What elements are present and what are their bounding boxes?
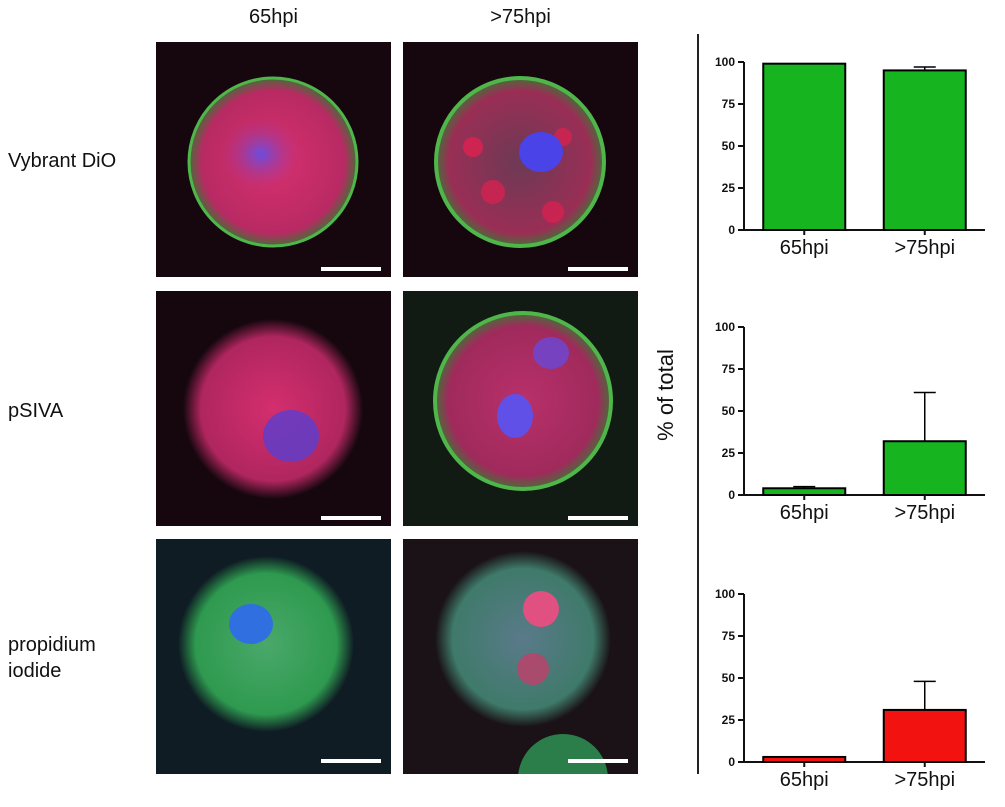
chart-svg: 0 25 50 75 100 65hpi >75hpi xyxy=(715,587,985,791)
cell-image xyxy=(433,311,613,491)
x-category-label: >75hpi xyxy=(894,237,955,259)
micrograph-dio-75hpi xyxy=(403,42,638,277)
column-header-65hpi: 65hpi xyxy=(249,6,298,28)
x-category-label: 65hpi xyxy=(780,237,829,259)
scale-bar xyxy=(321,267,381,271)
y-tick-label: 50 xyxy=(722,139,736,153)
row-label-propidium-iodide: propidium iodide xyxy=(8,632,96,684)
scale-bar xyxy=(321,516,381,520)
x-category-label: >75hpi xyxy=(894,769,955,791)
row-label-psiva: pSIVA xyxy=(8,398,63,424)
y-axis-label: % of total xyxy=(653,349,678,441)
bar xyxy=(762,487,847,496)
y-tick-label: 25 xyxy=(722,181,736,195)
row-label-line: propidium xyxy=(8,634,96,656)
x-category-label: >75hpi xyxy=(894,502,955,524)
bar xyxy=(882,69,967,232)
column-header-75hpi: >75hpi xyxy=(490,6,551,28)
y-tick-label: 75 xyxy=(722,362,736,376)
row-label-line: Vybrant DiO xyxy=(8,150,117,172)
row-label-vybrant-dio: Vybrant DiO xyxy=(8,148,116,174)
y-tick-label: 0 xyxy=(728,488,735,502)
bar xyxy=(762,62,847,232)
chart-svg: 0 25 50 75 100 65hpi >75hpi xyxy=(715,55,985,259)
y-tick-label: 50 xyxy=(722,671,736,685)
y-tick-label: 75 xyxy=(722,629,736,643)
y-tick-label: 100 xyxy=(715,55,735,69)
y-tick-label: 100 xyxy=(715,587,735,601)
cell-image xyxy=(178,556,354,732)
y-tick-label: 25 xyxy=(722,446,736,460)
micrograph-dio-65hpi xyxy=(156,42,391,277)
scale-bar xyxy=(568,759,628,763)
scale-bar xyxy=(321,759,381,763)
scale-bar xyxy=(568,516,628,520)
row-label-line: pSIVA xyxy=(8,400,64,422)
scale-bar xyxy=(568,267,628,271)
x-category-label: 65hpi xyxy=(780,769,829,791)
bar-chart-propidium-iodide: 0 25 50 75 100 65hpi >75hpi xyxy=(700,582,1000,802)
bar xyxy=(882,708,967,763)
micrograph-pi-65hpi xyxy=(156,539,391,774)
cell-image xyxy=(435,551,611,774)
bar xyxy=(762,755,847,764)
y-tick-label: 100 xyxy=(715,320,735,334)
y-tick-label: 25 xyxy=(722,713,736,727)
y-tick-label: 75 xyxy=(722,97,736,111)
x-category-label: 65hpi xyxy=(780,502,829,524)
bar-chart-psiva: 0 25 50 75 100 65hpi >75hpi xyxy=(700,315,1000,535)
micrograph-psiva-65hpi xyxy=(156,291,391,526)
chart-svg: 0 25 50 75 100 65hpi >75hpi xyxy=(715,320,985,524)
micrograph-psiva-75hpi xyxy=(403,291,638,526)
cell-image xyxy=(434,76,606,248)
bar xyxy=(882,440,967,496)
y-tick-label: 0 xyxy=(728,755,735,769)
y-tick-label: 0 xyxy=(728,223,735,237)
vertical-divider xyxy=(697,34,699,774)
micrograph-pi-75hpi xyxy=(403,539,638,774)
y-tick-label: 50 xyxy=(722,404,736,418)
bar-chart-vybrant-dio: 0 25 50 75 100 65hpi >75hpi xyxy=(700,50,1000,270)
cell-image xyxy=(183,319,363,499)
cell-image xyxy=(187,76,359,248)
row-label-line: iodide xyxy=(8,660,62,682)
